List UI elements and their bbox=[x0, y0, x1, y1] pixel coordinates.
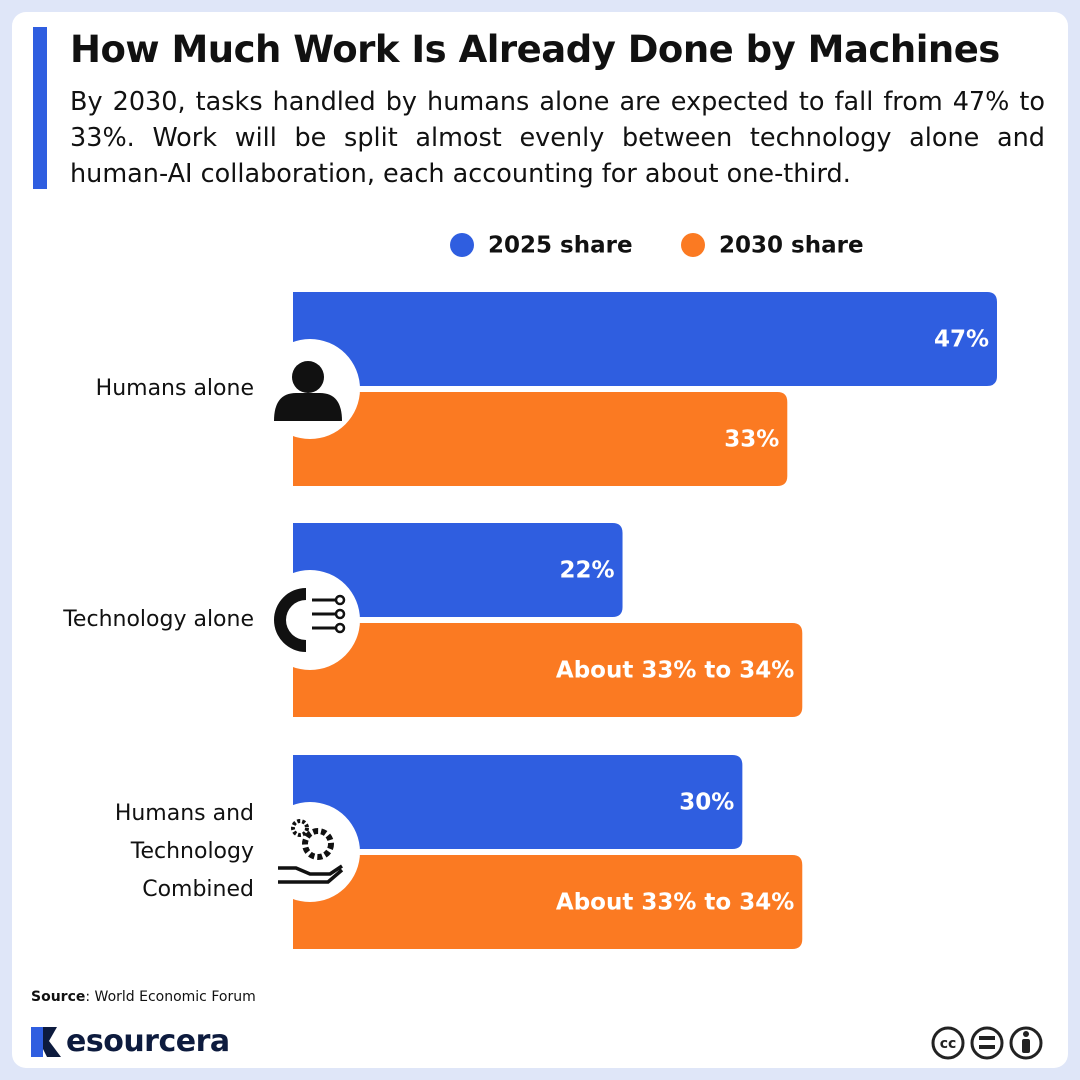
value-label: 30% bbox=[679, 790, 734, 816]
category-icon bbox=[274, 361, 342, 421]
value-label: About 33% to 34% bbox=[556, 890, 794, 916]
legend-label: 2030 share bbox=[719, 233, 864, 259]
bar bbox=[293, 755, 743, 849]
icon-part bbox=[334, 622, 346, 634]
icon-part bbox=[334, 608, 346, 620]
category-label: Technology alone bbox=[63, 607, 254, 632]
icon-part bbox=[278, 864, 344, 884]
value-label: 47% bbox=[934, 327, 989, 353]
icon-part bbox=[274, 393, 342, 421]
chart-title: How Much Work Is Already Done by Machine… bbox=[70, 28, 1000, 71]
value-label: 33% bbox=[724, 427, 779, 453]
brand: esourcera bbox=[66, 1024, 230, 1059]
icon-part bbox=[302, 828, 334, 860]
value-label: About 33% to 34% bbox=[556, 658, 794, 684]
category-label: Humans alone bbox=[95, 376, 254, 401]
icon-part bbox=[292, 361, 324, 393]
bar bbox=[293, 855, 803, 949]
logo-mark bbox=[31, 1027, 61, 1057]
chart-subtitle: By 2030, tasks handled by humans alone a… bbox=[70, 87, 1045, 189]
category-label: Humans and Technology Combined bbox=[114, 801, 254, 902]
value-label: 22% bbox=[559, 558, 614, 584]
bar bbox=[293, 292, 997, 386]
icon-circle bbox=[260, 802, 360, 902]
bar bbox=[293, 523, 623, 617]
bar bbox=[293, 392, 788, 486]
bar bbox=[293, 623, 803, 717]
legend-swatch bbox=[450, 233, 474, 257]
icon-circle bbox=[260, 570, 360, 670]
source-label: Source bbox=[31, 989, 86, 1005]
legend-swatch bbox=[681, 233, 705, 257]
category-icon bbox=[278, 819, 344, 884]
legend-label: 2025 share bbox=[488, 233, 633, 259]
category-icon bbox=[274, 588, 346, 652]
accent-bar bbox=[33, 27, 47, 189]
icon-part bbox=[274, 588, 306, 652]
source-text: : World Economic Forum bbox=[85, 989, 256, 1005]
icon-part bbox=[291, 819, 309, 837]
icon-part bbox=[334, 594, 346, 606]
source: Source: World Economic Forum bbox=[31, 989, 256, 1005]
